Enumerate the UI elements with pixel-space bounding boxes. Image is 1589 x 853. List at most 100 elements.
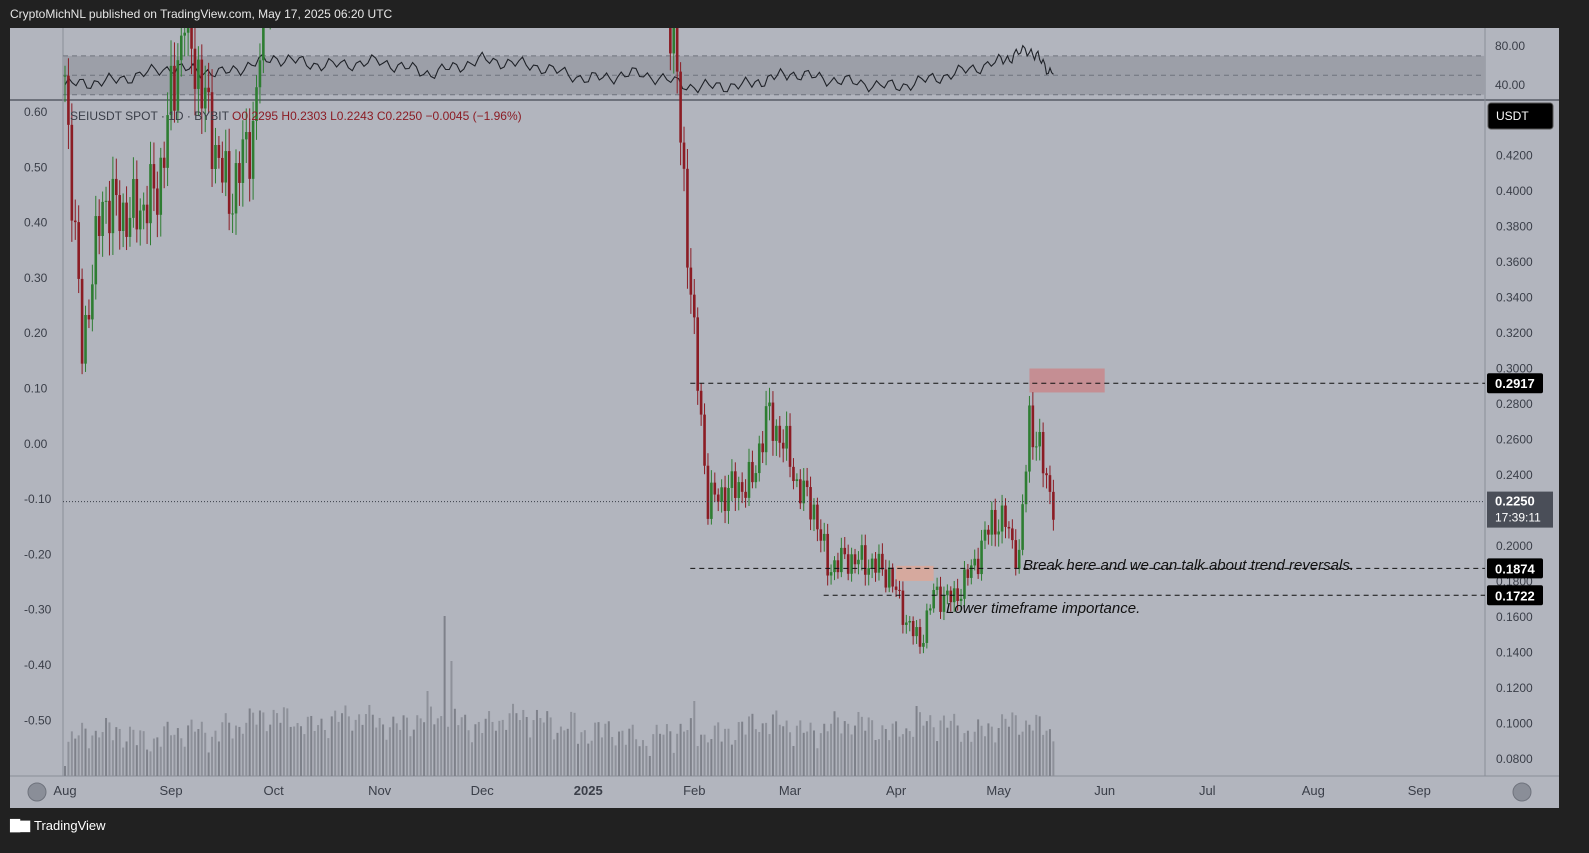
candle-body — [963, 569, 966, 599]
candle-body — [983, 529, 987, 541]
volume-bar — [64, 766, 66, 776]
volume-bar — [395, 723, 398, 776]
volume-bar — [679, 723, 682, 776]
volume-bar — [183, 746, 186, 776]
volume-bar — [364, 714, 367, 776]
volume-bar — [190, 719, 193, 776]
volume-bar — [149, 751, 152, 776]
volume-bar — [936, 741, 939, 776]
volume-bar — [282, 707, 285, 776]
candle — [63, 65, 67, 103]
volume-bar — [624, 744, 627, 776]
volume-bar — [429, 706, 432, 776]
tradingview-logo[interactable]: ▇▆ TradingView — [10, 818, 106, 833]
candle — [959, 588, 963, 611]
price-label-box-0 — [1487, 373, 1543, 394]
tradingview-brand-text: TradingView — [34, 818, 106, 833]
right-axis-tick-3: 0.3600 — [1496, 255, 1533, 269]
volume-bar — [795, 725, 798, 776]
volume-bar — [477, 721, 480, 776]
candle — [248, 108, 251, 202]
volume-bar — [700, 734, 703, 776]
candle — [932, 583, 935, 613]
volume-bar — [532, 720, 535, 776]
auto-scale-button[interactable] — [1512, 782, 1532, 802]
candle-body — [863, 545, 867, 575]
volume-bar — [402, 715, 405, 776]
volume-bar — [296, 723, 299, 776]
volume-bar — [419, 718, 422, 776]
volume-bar — [980, 725, 983, 776]
volume-bar — [573, 712, 576, 776]
candle-body — [768, 402, 771, 407]
volume-bar — [457, 725, 460, 776]
candle-body — [262, 28, 265, 61]
symbol-info-part-5: −0.0045 (−1.96%) — [426, 109, 522, 123]
volume-bar — [467, 730, 470, 776]
candle — [983, 521, 987, 550]
right-axis-tick-11: 0.2000 — [1496, 539, 1533, 553]
oscillator-tick-0: 80.00 — [1495, 39, 1525, 53]
volume-bar — [74, 738, 77, 776]
chart-settings-button[interactable] — [27, 782, 47, 802]
left-axis-tick-8: -0.20 — [24, 547, 52, 561]
volume-bar — [922, 725, 925, 776]
candle — [966, 563, 970, 586]
volume-bar — [775, 710, 778, 776]
candle — [1052, 479, 1055, 531]
volume-bar — [929, 715, 932, 776]
candle — [987, 525, 990, 545]
last-price-label: 0.2250 — [1495, 494, 1535, 509]
candle — [744, 479, 747, 508]
left-axis-tick-0: 0.60 — [24, 105, 48, 119]
volume-bar — [105, 717, 108, 776]
right-axis-tick-17: 0.0800 — [1496, 752, 1533, 766]
time-axis-label-6: Feb — [683, 783, 705, 798]
candle-body — [672, 28, 676, 54]
footer-bar — [0, 810, 1589, 853]
candle-body — [125, 202, 128, 237]
candle-body — [850, 554, 853, 574]
candle-body — [795, 479, 799, 482]
candle — [156, 171, 159, 238]
candle — [1014, 529, 1018, 576]
volume-bar — [1025, 720, 1028, 776]
volume-bar — [672, 752, 675, 776]
volume-bar — [474, 724, 477, 776]
volume-bar — [262, 712, 265, 776]
bar-countdown-label: 17:39:11 — [1495, 511, 1541, 525]
volume-bar — [303, 734, 306, 776]
volume-bar — [553, 739, 556, 776]
candle-body — [990, 509, 994, 535]
volume-bar — [382, 724, 385, 776]
time-axis-label-1: Sep — [159, 783, 182, 798]
price-chart[interactable]: 80.00 40.00 0.60 0.50 0.40 0.30 0.20 0.10 0.00 -0… — [10, 28, 1559, 808]
volume-bar — [87, 748, 90, 776]
candle-body — [138, 210, 142, 230]
chart-area[interactable]: 80.00 40.00 0.60 0.50 0.40 0.30 0.20 0.10 0.00 -0… — [10, 28, 1559, 808]
candle-body — [179, 35, 183, 61]
volume-bar — [371, 714, 374, 776]
right-axis-tick-1: 0.4000 — [1496, 184, 1533, 198]
volume-bar — [470, 742, 473, 776]
candle-body — [699, 390, 703, 415]
candle-body — [91, 284, 94, 320]
volume-bar — [313, 730, 316, 776]
volume-bar — [1038, 716, 1041, 776]
volume-bar — [867, 717, 870, 776]
candle-body — [874, 558, 877, 573]
candle — [993, 498, 997, 547]
volume-bar — [460, 717, 463, 776]
candle-body — [843, 547, 847, 555]
candle — [703, 403, 706, 475]
candle-body — [80, 278, 84, 364]
candle — [942, 586, 946, 621]
candle-body — [1000, 505, 1004, 532]
volume-bar — [908, 731, 911, 776]
volume-bar — [713, 725, 716, 776]
candle-body — [1017, 549, 1021, 569]
candle — [193, 28, 197, 116]
candle — [179, 28, 183, 77]
candle — [217, 136, 221, 169]
volume-bar — [214, 730, 217, 776]
